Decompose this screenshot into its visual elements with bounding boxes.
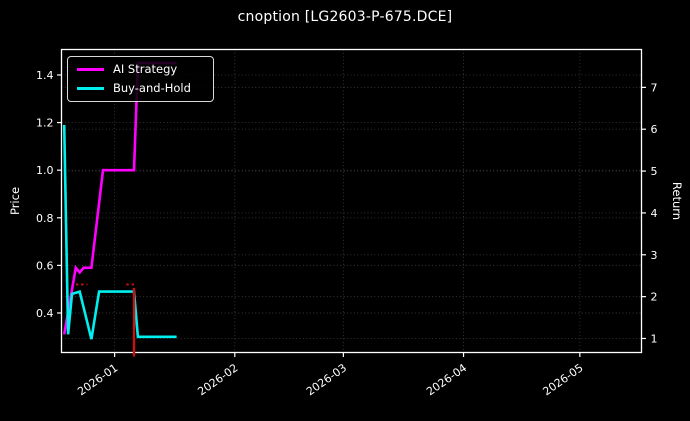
price-tick-label: 1.0 bbox=[36, 164, 54, 177]
price-tick-label: 0.4 bbox=[36, 307, 54, 320]
price-tick-label: 1.4 bbox=[36, 69, 54, 82]
price-tick-label: 1.2 bbox=[36, 117, 54, 130]
legend-line-swatch-cyan bbox=[77, 87, 104, 91]
legend-label: Buy-and-Hold bbox=[113, 81, 191, 96]
return-axis-label: Return bbox=[670, 181, 684, 221]
legend-item-buy-and-hold: Buy-and-Hold bbox=[77, 82, 204, 95]
return-tick-label: 1 bbox=[651, 332, 658, 345]
legend-label: AI Strategy bbox=[113, 62, 178, 76]
return-tick-label: 3 bbox=[651, 249, 658, 262]
chart-title: cnoption [LG2603-P-675.DCE] bbox=[237, 9, 453, 25]
return-tick-label: 5 bbox=[651, 165, 658, 178]
date-tick-label: 2026-01 bbox=[75, 361, 120, 398]
return-tick-label: 2 bbox=[651, 291, 658, 304]
legend-line-swatch-magenta bbox=[77, 67, 104, 71]
price-tick-label: 0.6 bbox=[36, 259, 54, 272]
date-tick-label: 2026-03 bbox=[304, 361, 349, 398]
date-tick-label: 2026-04 bbox=[424, 361, 469, 398]
series-line-buy-and-hold bbox=[62, 124, 177, 340]
price-tick-label: 0.8 bbox=[36, 212, 54, 225]
return-tick-label: 6 bbox=[651, 123, 658, 136]
return-tick-label: 4 bbox=[651, 207, 658, 220]
price-axis-label: Price bbox=[8, 186, 22, 216]
date-tick-label: 2026-05 bbox=[540, 361, 585, 398]
legend-item-ai-strategy: AI Strategy bbox=[77, 63, 204, 76]
legend: AI Strategy Buy-and-Hold bbox=[67, 56, 214, 102]
axes-spines bbox=[60, 48, 643, 354]
date-tick-label: 2026-02 bbox=[195, 361, 240, 398]
return-tick-label: 7 bbox=[651, 81, 658, 94]
